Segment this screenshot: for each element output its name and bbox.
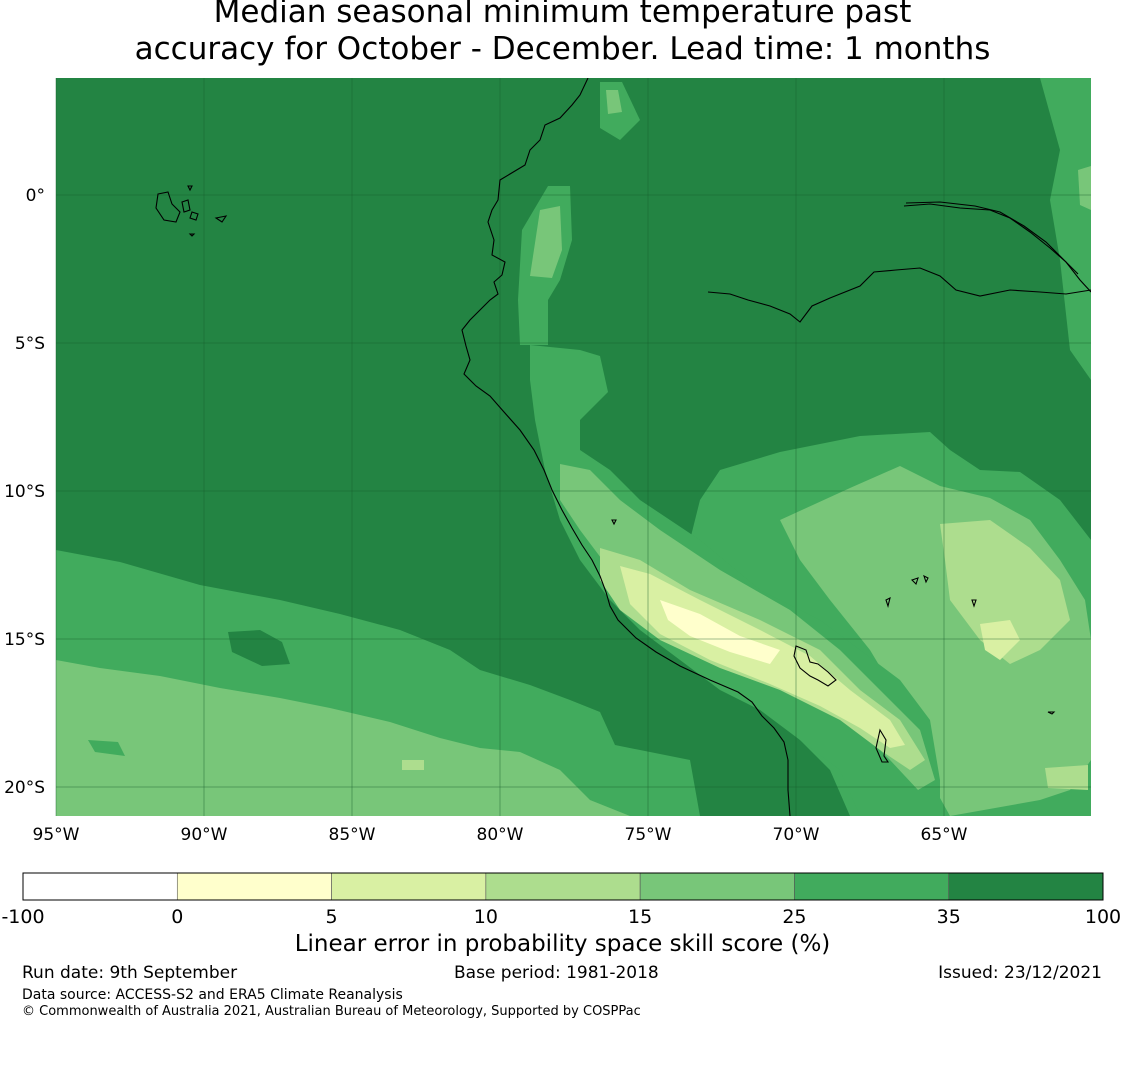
skill-score-field [56,78,1091,816]
lon-label: 90°W [181,825,228,845]
issued-date: Issued: 23/12/2021 [938,963,1102,983]
colorbar-tick-label: -100 [1,906,44,928]
copyright: © Commonwealth of Australia 2021, Austra… [22,1004,641,1019]
title-line-1: Median seasonal minimum temperature past [213,0,912,30]
colorbar-tick-label: 25 [782,906,806,928]
lon-label: 75°W [625,825,672,845]
lat-label: 10°S [4,482,45,502]
lon-label: 95°W [33,825,80,845]
colorbar-tick-label: 5 [326,906,338,928]
amazon-river-2 [905,201,1079,275]
small-lakes [611,519,1056,715]
amazon-river [903,203,1091,293]
field-10-15-patch-sw [402,760,424,770]
gridlines [55,78,1091,816]
field-35-patch-sw2 [88,740,125,756]
lake-poopo [875,728,890,763]
maranon-river [707,267,1091,323]
coastline [155,78,1091,816]
colorbar-swatch [794,872,950,901]
field-25-35-northeast [1040,78,1091,380]
colorbar-tick-label: 10 [474,906,498,928]
base-period: Base period: 1981-2018 [454,963,659,983]
lat-label: 0° [26,186,45,206]
colorbar-label: Linear error in probability space skill … [294,931,831,957]
field-10-15-east-small [1045,765,1088,790]
run-date: Run date: 9th September [22,963,238,983]
lat-label: 15°S [4,630,45,650]
colorbar-swatch [176,872,332,901]
lon-label: 85°W [329,825,376,845]
colorbar-swatch [485,872,641,901]
field-0-5-central-andes [660,600,780,664]
field-10-15-east [940,520,1070,664]
galapagos-islands [155,185,228,237]
colorbar-tick-label: 0 [171,906,183,928]
colorbar-tick-label: 100 [1085,906,1121,928]
field-5-10-east [980,620,1020,660]
lake-titicaca [793,645,837,687]
colorbar-frame [22,872,1104,901]
field-15-25-northern-andes [530,206,562,278]
field-15-25-southwest [56,660,630,816]
colorbar-swatch [331,872,487,901]
lat-label: 20°S [4,778,45,798]
colorbar-tick-label: 15 [628,906,652,928]
colorbar-swatch [22,872,178,901]
colorbar-swatch [639,872,795,901]
lon-label: 80°W [477,825,524,845]
map-title: Median seasonal minimum temperature past… [0,0,1125,68]
field-15-25-andes-top [606,90,622,114]
colorbar: -100 0 5 10 15 25 35 100 [1,872,1121,928]
title-line-2: accuracy for October - December. Lead ti… [134,31,991,67]
longitude-labels: 95°W 90°W 85°W 80°W 75°W 70°W 65°W [33,825,968,845]
lon-label: 65°W [921,825,968,845]
latitude-labels: 0° 5°S 10°S 15°S 20°S [4,186,45,798]
colorbar-swatch [948,872,1104,901]
lat-label: 5°S [15,334,45,354]
pacific-coastline [461,78,791,816]
data-source: Data source: ACCESS-S2 and ERA5 Climate … [22,987,403,1003]
field-15-25-northeast [1078,166,1091,210]
colorbar-tick-label: 35 [937,906,961,928]
lon-label: 70°W [773,825,820,845]
